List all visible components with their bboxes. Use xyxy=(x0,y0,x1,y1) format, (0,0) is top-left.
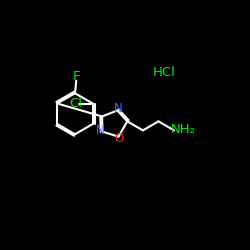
Text: F: F xyxy=(72,70,80,83)
Text: N: N xyxy=(96,124,105,137)
Text: O: O xyxy=(114,132,124,145)
Text: Cl: Cl xyxy=(70,97,82,110)
Text: NH₂: NH₂ xyxy=(171,123,196,136)
Text: HCl: HCl xyxy=(152,66,175,79)
Text: N: N xyxy=(114,102,122,115)
